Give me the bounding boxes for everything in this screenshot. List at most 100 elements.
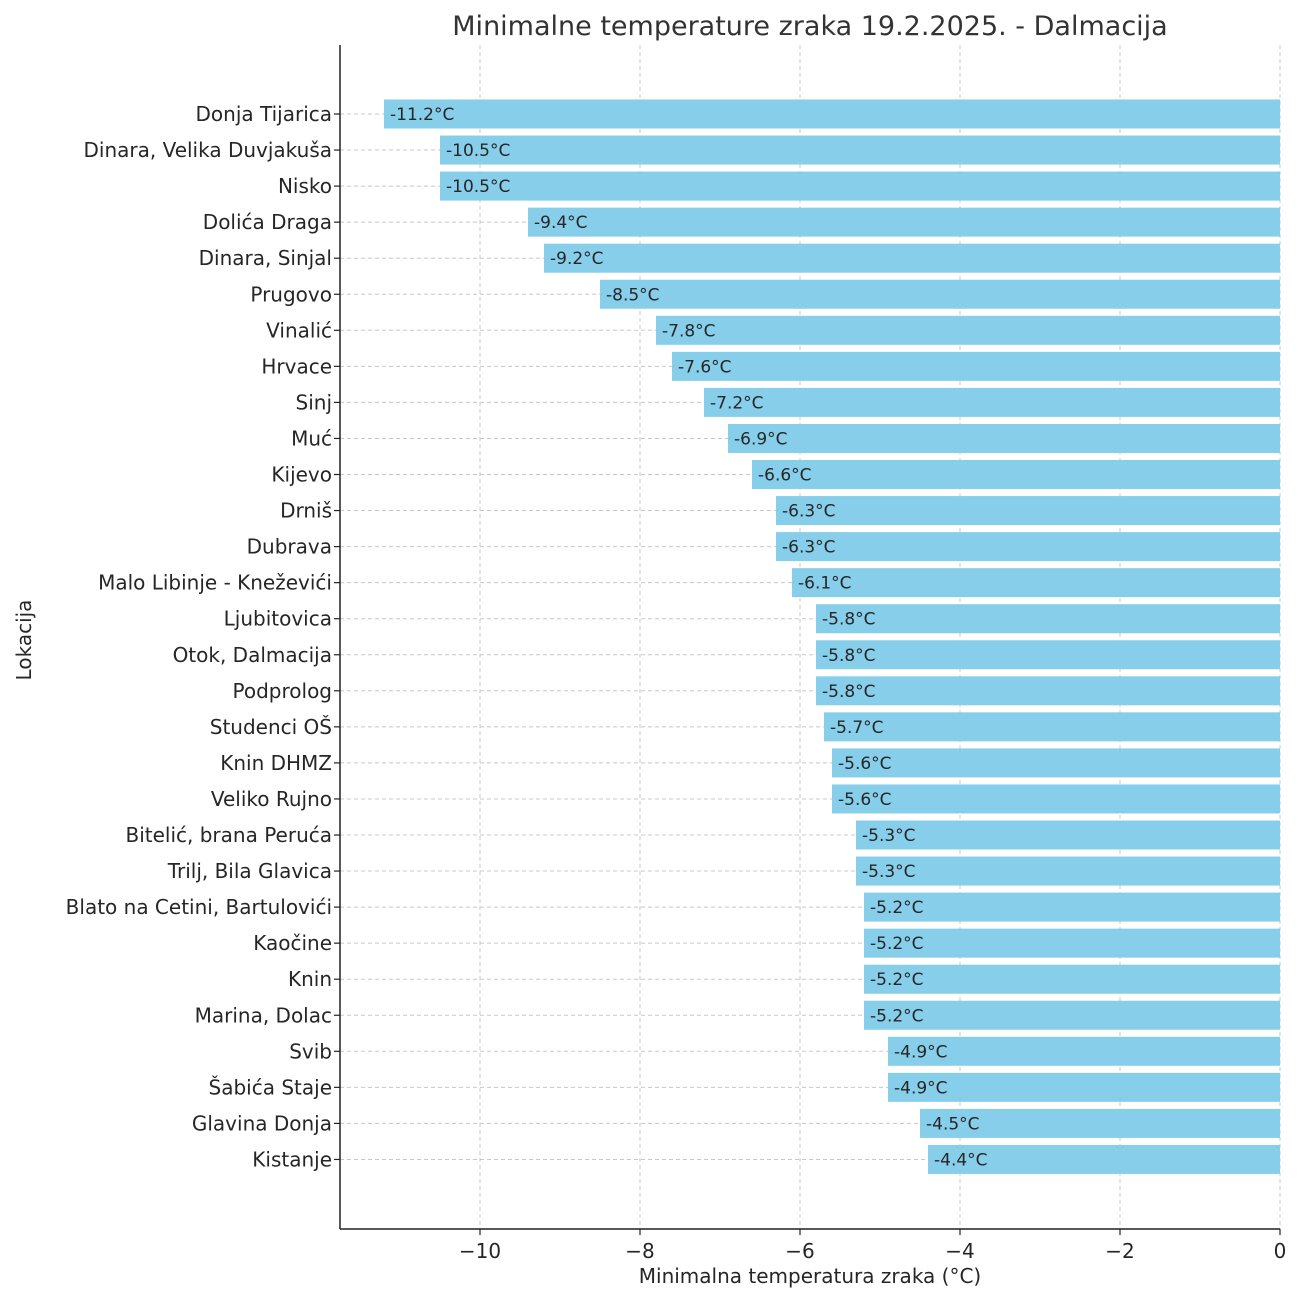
bar [728,423,1280,453]
value-label: -7.2°C [710,393,764,413]
value-label: -6.6°C [758,466,812,486]
bar [864,1000,1280,1030]
bar [600,279,1280,309]
bar [816,676,1280,706]
bar [792,568,1280,598]
value-label: -5.2°C [870,970,924,990]
value-label: -6.9°C [734,429,788,449]
category-label: Glavina Donja [192,1111,332,1135]
category-label: Ljubitovica [224,607,332,631]
y-axis-label: Lokacija [12,600,36,681]
value-labels: -11.2°C-10.5°C-10.5°C-9.4°C-9.2°C-8.5°C-… [390,105,988,1170]
value-label: -9.4°C [534,213,588,233]
value-label: -4.9°C [894,1078,948,1098]
bar [384,99,1280,129]
chart-title: Minimalne temperature zraka 19.2.2025. -… [452,11,1167,42]
bar [776,496,1280,526]
value-label: -5.8°C [822,646,876,666]
value-label: -4.5°C [926,1114,980,1134]
value-label: -8.5°C [606,285,660,305]
bar [832,784,1280,814]
bar [920,1108,1280,1138]
category-label: Malo Libinje - Kneževići [98,571,332,595]
value-label: -5.3°C [862,862,916,882]
x-tick-label: −4 [945,1239,974,1263]
bar [864,928,1280,958]
value-label: -11.2°C [390,105,454,125]
x-tick-label: −6 [785,1239,814,1263]
bar [440,171,1280,201]
category-label: Kijevo [271,463,332,487]
category-label: Knin DHMZ [220,751,332,775]
category-label: Dinara, Sinjal [199,246,332,270]
bar [824,712,1280,742]
bar [864,964,1280,994]
x-axis-label: Minimalna temperatura zraka (°C) [639,1264,981,1288]
value-label: -5.8°C [822,610,876,630]
bar [832,748,1280,778]
bar [816,604,1280,634]
bar [672,351,1280,381]
category-label: Trilj, Bila Glavica [167,859,332,883]
value-label: -6.3°C [782,502,836,522]
x-tick-label: −8 [625,1239,654,1263]
category-label: Donja Tijarica [196,102,332,126]
bar [856,856,1280,886]
category-labels: Donja Tijarica Dinara, Velika Duvjakuša Ni… [66,102,332,1171]
value-label: -5.2°C [870,898,924,918]
category-label: Nisko [278,174,332,198]
bar [656,315,1280,345]
category-label: Otok, Dalmacija [173,643,332,667]
category-label: Svib [289,1039,332,1063]
value-label: -10.5°C [446,177,510,197]
bar [776,532,1280,562]
category-label: Muć [291,426,332,450]
bar [816,640,1280,670]
value-label: -10.5°C [446,141,510,161]
value-label: -6.3°C [782,538,836,558]
category-label: Blato na Cetini, Bartulovići [66,895,332,919]
value-label: -4.4°C [934,1150,988,1170]
bar [928,1144,1280,1174]
bar [864,892,1280,922]
bar [888,1072,1280,1102]
axes [339,45,1280,1230]
category-label: Kistanje [252,1147,332,1171]
value-label: -5.6°C [838,790,892,810]
category-label: Dubrava [247,535,332,559]
category-label: Dolića Draga [203,210,332,234]
value-label: -5.2°C [870,1006,924,1026]
bar [544,243,1280,273]
category-label: Prugovo [250,282,332,306]
category-label: Hrvace [261,354,332,378]
category-label: Knin [288,967,332,991]
x-tick-label: 0 [1274,1239,1287,1263]
category-label: Drniš [280,499,332,523]
value-label: -7.8°C [662,321,716,341]
category-label: Kaočine [253,931,332,955]
bar [528,207,1280,237]
category-label: Dinara, Velika Duvjakuša [83,138,332,162]
category-label: Bitelić, brana Peruća [125,823,332,847]
category-label: Sinj [296,390,332,414]
value-label: -5.3°C [862,826,916,846]
x-tick-label: −10 [459,1239,501,1263]
value-label: -9.2°C [550,249,604,269]
value-label: -6.1°C [798,574,852,594]
x-ticks: −10 −8 −6 −4 −2 0 [334,113,1287,1263]
bar [856,820,1280,850]
x-tick-label: −2 [1105,1239,1134,1263]
category-label: Podprolog [233,679,332,703]
value-label: -5.8°C [822,682,876,702]
bar [704,387,1280,417]
bar [888,1036,1280,1066]
value-label: -5.2°C [870,934,924,954]
bar [440,135,1280,165]
value-label: -5.7°C [830,718,884,738]
category-label: Marina, Dolac [195,1003,332,1027]
category-label: Vinalić [266,318,332,342]
value-label: -4.9°C [894,1042,948,1062]
category-label: Veliko Rujno [211,787,332,811]
